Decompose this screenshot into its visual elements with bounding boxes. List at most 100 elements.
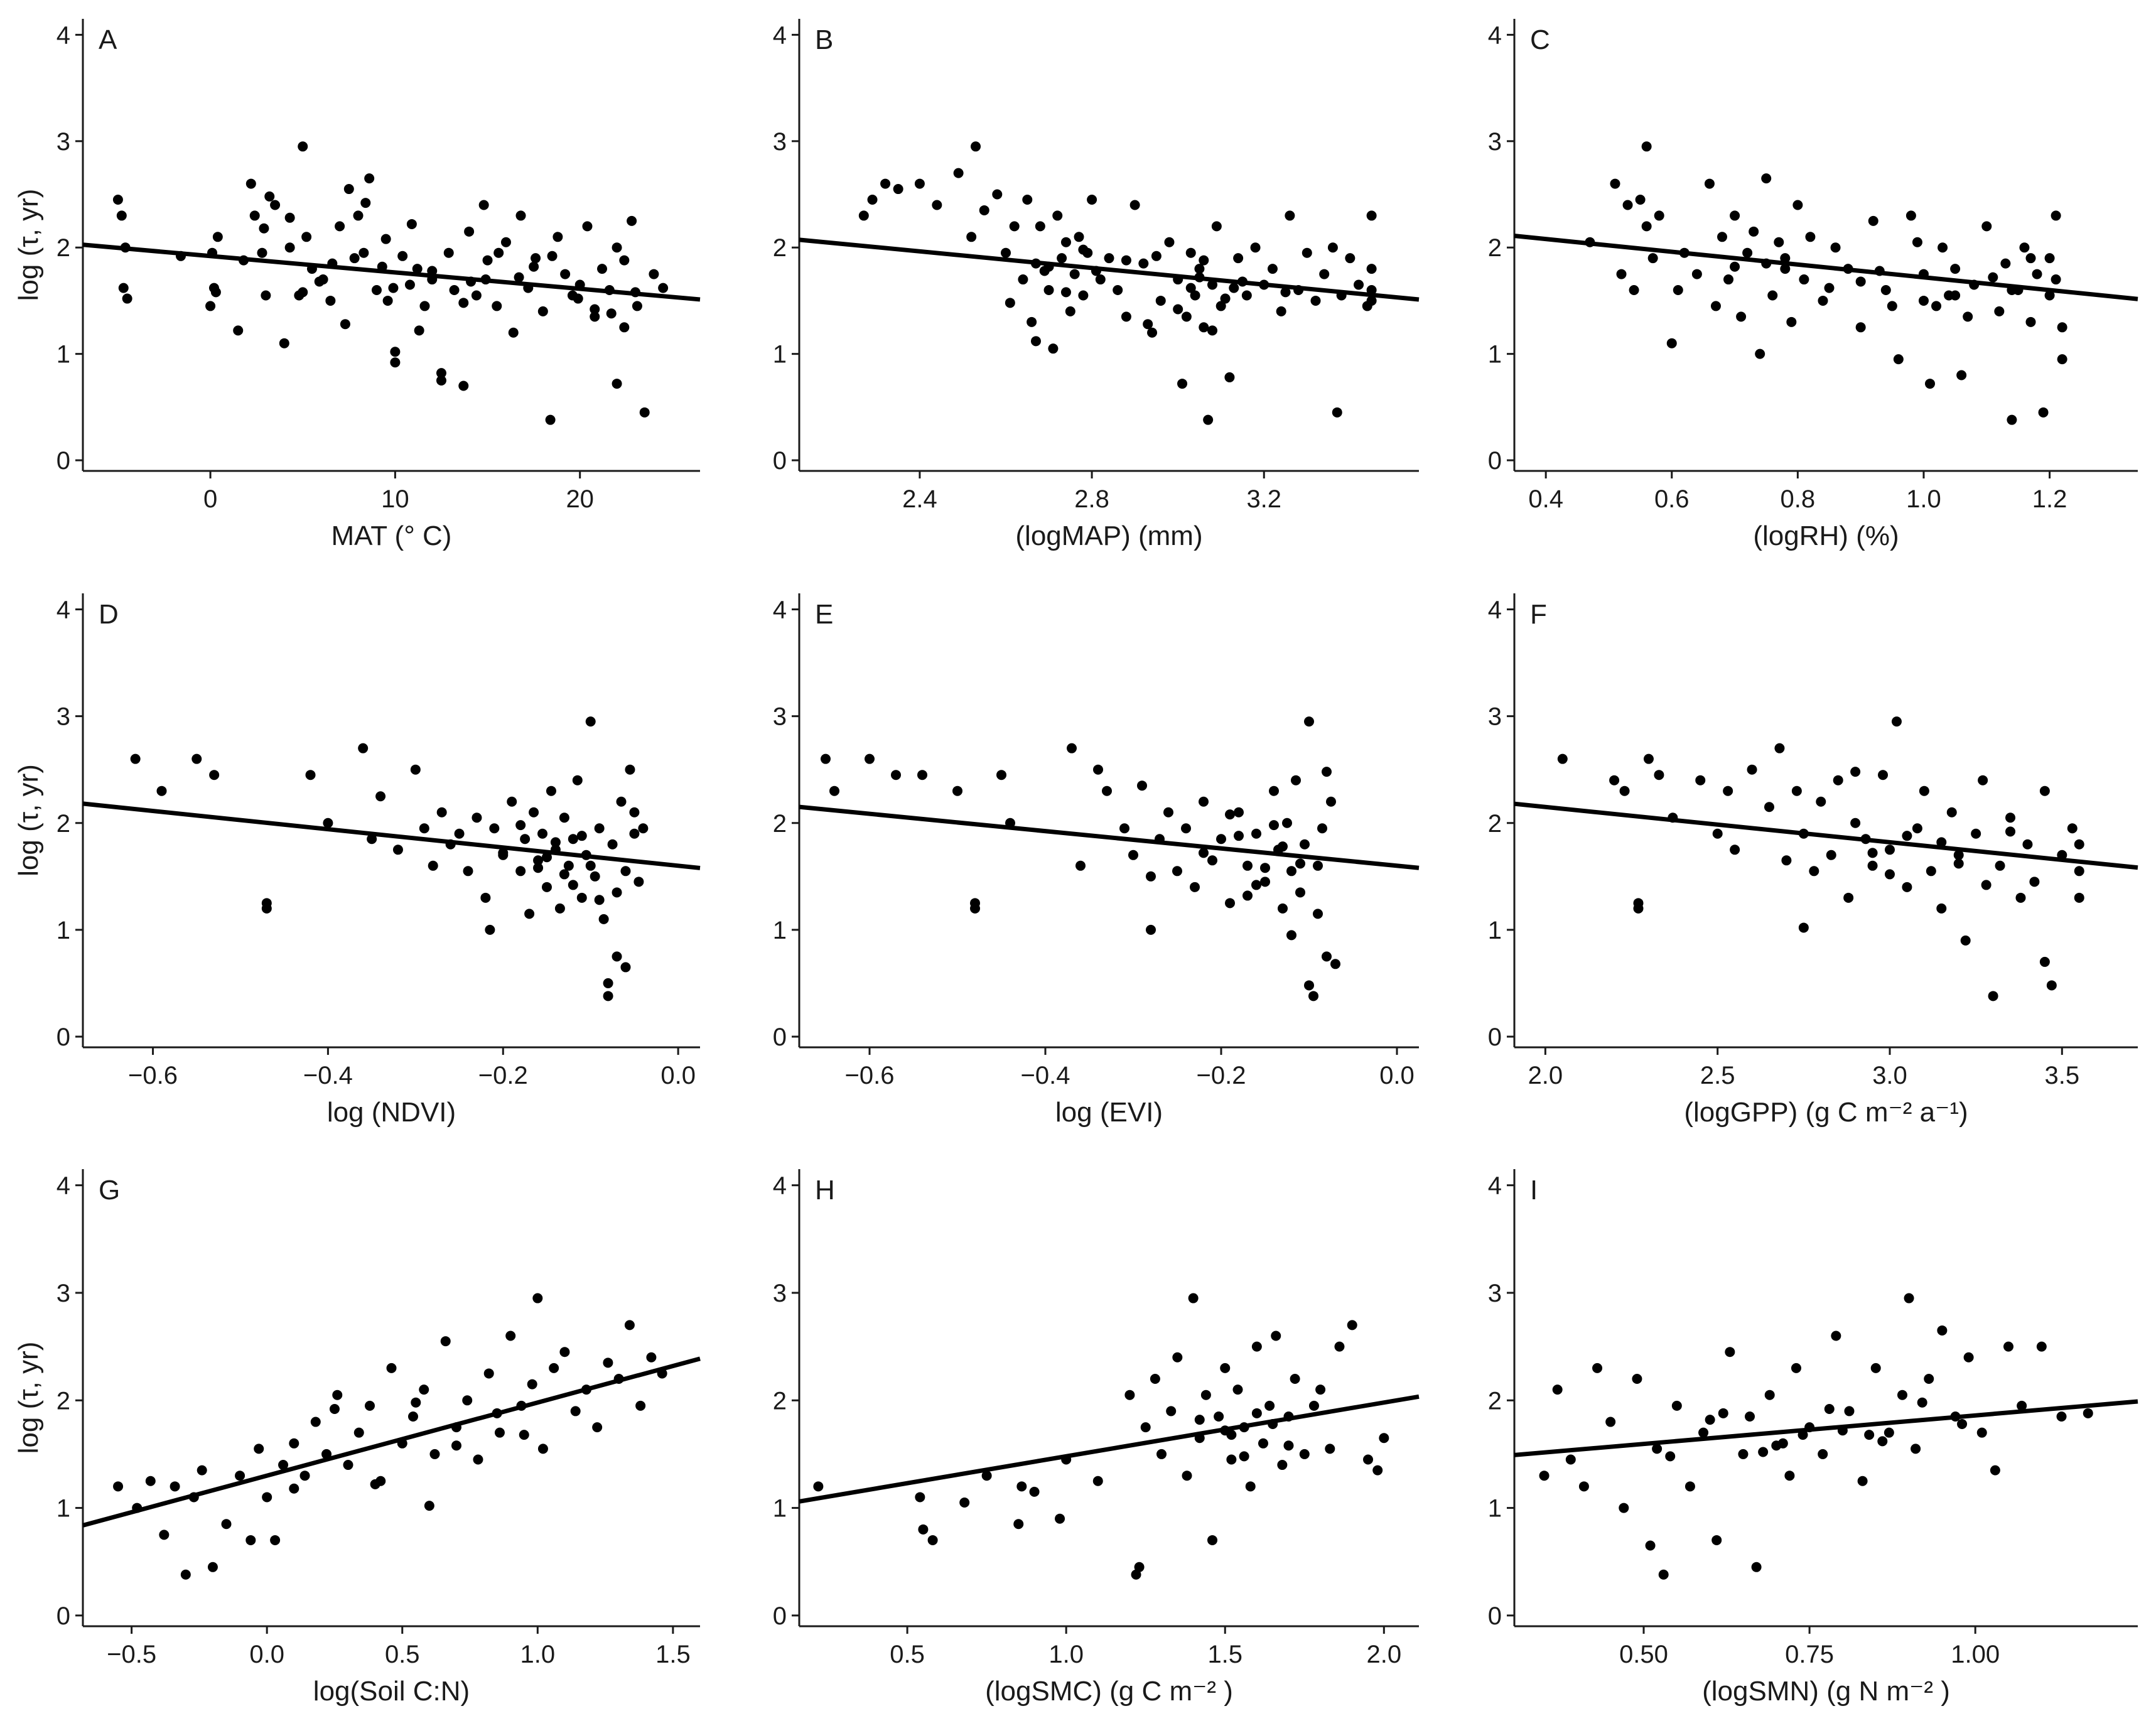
x-tick-label-g: −0.5 (107, 1641, 156, 1668)
data-point-e (1295, 858, 1305, 869)
data-point-b (1057, 253, 1067, 264)
y-axis-title-g: log (τ, yr) (13, 1342, 44, 1454)
y-tick-label-g: 3 (57, 1280, 70, 1307)
y-tick-label-d: 3 (57, 703, 70, 731)
data-point-a (298, 287, 308, 298)
x-tick-label-f: 2.5 (1700, 1062, 1735, 1089)
data-point-i (1745, 1411, 1755, 1422)
data-point-d (559, 869, 569, 880)
data-point-d (616, 796, 627, 807)
data-point-a (458, 298, 469, 308)
data-point-f (1557, 753, 1568, 764)
y-tick-label-d: 0 (57, 1023, 70, 1051)
x-tick-label-a: 0 (203, 485, 217, 513)
x-tick-label-i: 1.00 (1951, 1641, 2000, 1668)
data-point-c (1824, 283, 1835, 293)
data-point-e (1199, 796, 1209, 807)
data-point-e (1075, 860, 1086, 871)
data-point-i (1976, 1427, 1987, 1438)
data-point-f (1850, 767, 1861, 777)
x-tick-label-d: −0.6 (128, 1062, 178, 1089)
data-point-h (927, 1535, 938, 1545)
data-point-a (612, 242, 622, 253)
data-point-f (1619, 785, 1630, 796)
data-point-b (971, 141, 981, 152)
data-point-h (1134, 1562, 1145, 1572)
data-point-b (1250, 242, 1261, 253)
data-point-c (1654, 210, 1664, 221)
data-point-h (1271, 1330, 1281, 1341)
data-point-d (209, 770, 220, 780)
data-point-d (436, 807, 447, 818)
data-point-b (1319, 269, 1330, 279)
data-point-b (858, 210, 869, 221)
data-point-e (1317, 823, 1327, 834)
data-point-f (1953, 858, 1964, 869)
data-point-c (1880, 285, 1891, 295)
y-tick-label-f: 3 (1488, 703, 1502, 731)
y-tick-label-f: 0 (1488, 1023, 1502, 1051)
data-point-c (1622, 200, 1633, 210)
data-point-d (485, 924, 495, 935)
data-point-c (2044, 290, 2055, 301)
data-point-i (1658, 1569, 1669, 1580)
data-point-c (1723, 274, 1734, 285)
data-point-d (498, 848, 509, 858)
data-point-a (382, 295, 393, 306)
data-point-a (590, 311, 600, 322)
data-point-c (1616, 269, 1627, 279)
x-tick-label-d: 0.0 (660, 1062, 696, 1089)
data-point-e (1181, 823, 1191, 834)
data-point-a (514, 272, 524, 283)
data-point-c (1956, 370, 1967, 381)
data-point-i (1684, 1481, 1695, 1492)
data-point-e (821, 753, 831, 764)
data-point-a (298, 141, 308, 152)
data-point-a (658, 283, 669, 293)
data-point-f (1953, 850, 1964, 860)
data-point-b (1138, 258, 1149, 269)
data-point-f (2074, 866, 2084, 877)
data-point-b (1164, 237, 1175, 247)
x-tick-label-c: 0.4 (1528, 485, 1563, 513)
data-point-d (520, 834, 531, 845)
data-point-i (1957, 1418, 1968, 1429)
data-point-a (547, 251, 558, 261)
data-point-e (1093, 764, 1103, 775)
regression-line-f (1514, 801, 2138, 870)
x-tick-label-e: −0.4 (1021, 1062, 1070, 1089)
data-point-h (1315, 1384, 1326, 1395)
y-tick-label-h: 0 (773, 1602, 787, 1630)
data-point-a (649, 269, 659, 279)
data-point-d (529, 807, 539, 818)
y-tick-label-d: 1 (57, 917, 70, 944)
data-point-d (541, 852, 552, 863)
data-point-a (619, 322, 630, 333)
data-point-c (2019, 242, 2030, 253)
data-point-h (1140, 1422, 1151, 1433)
data-point-d (191, 753, 202, 764)
data-point-e (1308, 991, 1318, 1001)
data-point-b (966, 232, 977, 242)
panel-label-d: D (99, 599, 119, 630)
data-point-g (332, 1390, 343, 1400)
y-tick-label-e: 4 (773, 596, 787, 624)
x-tick-label-h: 2.0 (1367, 1641, 1402, 1668)
data-point-f (1981, 880, 1992, 890)
data-point-c (1691, 269, 1702, 279)
data-point-f (1926, 866, 1936, 877)
data-point-a (284, 242, 295, 253)
panel-label-c: C (1530, 24, 1550, 55)
data-point-e (1330, 959, 1340, 969)
data-point-a (340, 319, 350, 330)
x-axis-title-g: log(Soil C:N) (313, 1676, 470, 1707)
data-point-h (1156, 1449, 1167, 1459)
data-point-a (627, 215, 637, 226)
data-point-a (249, 210, 260, 221)
x-tick-label-h: 1.5 (1207, 1641, 1242, 1668)
data-point-c (2000, 258, 2011, 269)
data-point-c (2051, 210, 2061, 221)
y-tick-label-g: 0 (57, 1602, 70, 1630)
data-point-h (1182, 1471, 1192, 1481)
data-point-h (1277, 1460, 1288, 1471)
